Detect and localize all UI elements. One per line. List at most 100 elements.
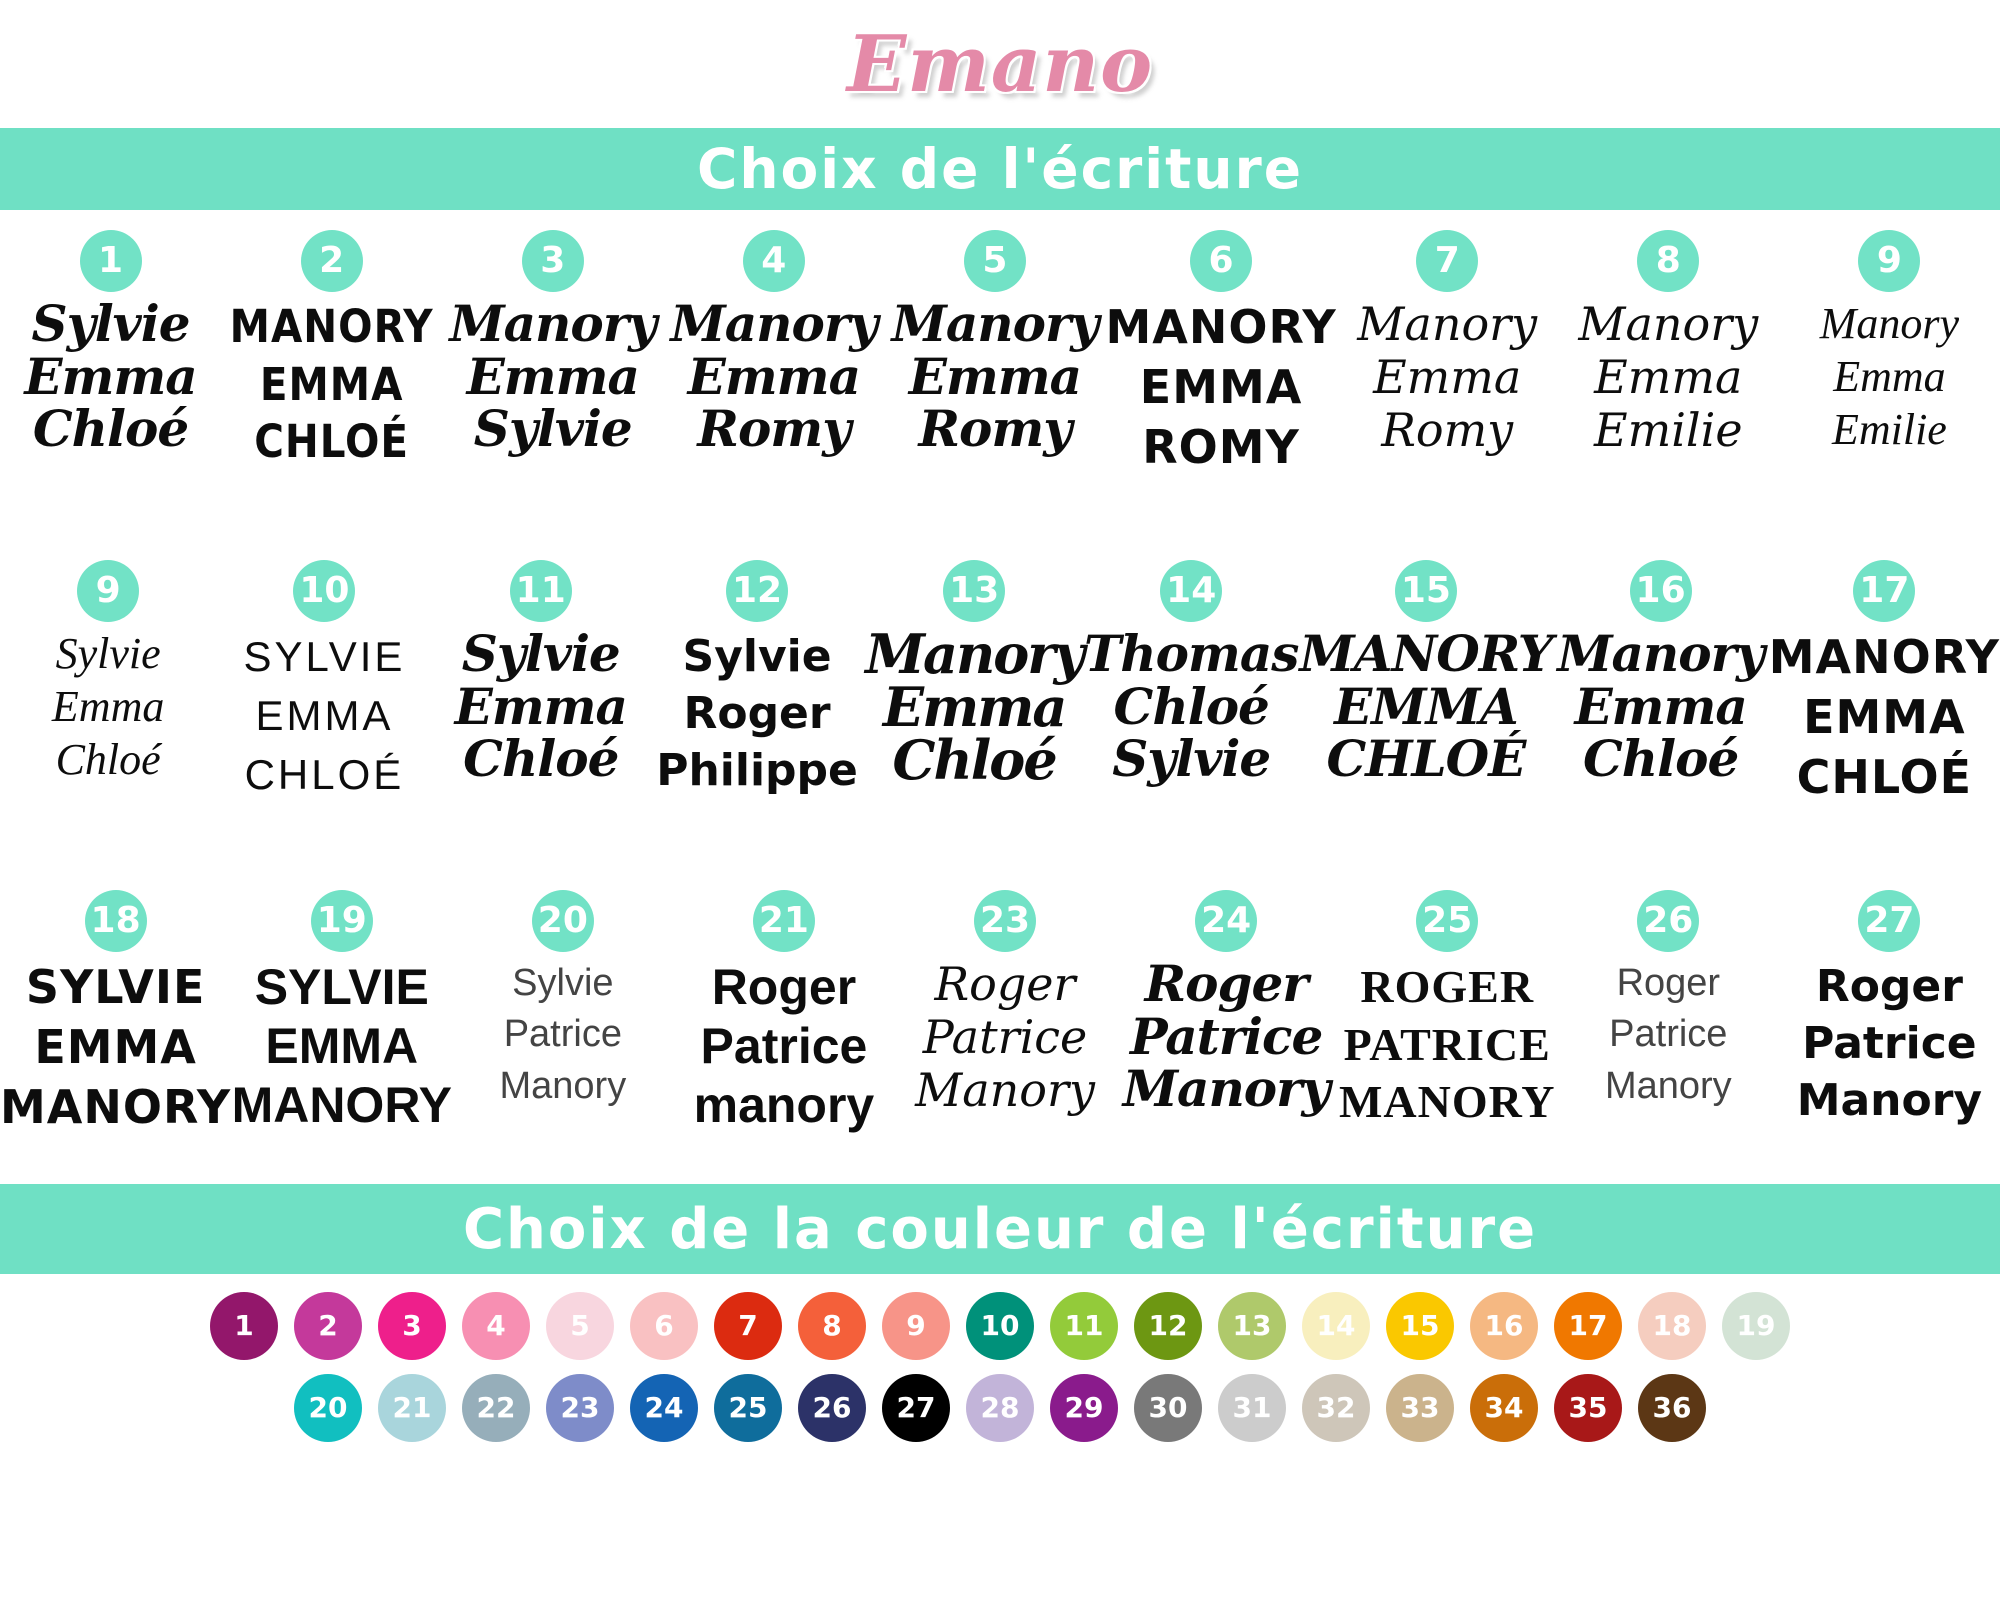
font-option-12[interactable]: 12 Sylvie Roger Philippe [649,550,865,800]
color-swatch-23[interactable]: 23 [546,1374,614,1442]
font-sample-line: SYLVIE [25,960,206,1014]
color-swatch-17[interactable]: 17 [1554,1292,1622,1360]
color-swatch-9[interactable]: 9 [882,1292,950,1360]
font-option-11[interactable]: 11 Sylvie Emma Chloé [433,550,649,786]
color-swatch-14[interactable]: 14 [1302,1292,1370,1360]
color-swatch-33[interactable]: 33 [1386,1374,1454,1442]
font-option-number-badge: 26 [1637,890,1700,952]
font-sample-line: EMMA [1803,689,1966,744]
font-option-19[interactable]: 19 SYLVIE EMMA MANORY [231,880,452,1135]
font-sample-line: Emma [687,346,861,406]
font-sample-line: CHLOÉ [254,415,410,469]
font-option-20[interactable]: 20 Sylvie Patrice Manory [452,880,673,1112]
font-option-number-badge: 23 [974,890,1037,952]
font-option-sample: SYLVIE EMMA MANORY [232,958,452,1135]
font-option-15[interactable]: 15 MANORY EMMA CHLOÉ [1299,550,1553,786]
font-sample-line: Roger [1616,962,1721,1004]
font-sample-line: MANORY [1105,300,1337,354]
color-swatch-25[interactable]: 25 [714,1374,782,1442]
color-swatch-5[interactable]: 5 [546,1292,614,1360]
font-option-number-badge: 9 [1858,230,1921,292]
color-swatch-34[interactable]: 34 [1470,1374,1538,1442]
color-swatch-2[interactable]: 2 [294,1292,362,1360]
font-sample-line: manory [693,1077,875,1133]
font-option-9[interactable]: 9 Sylvie Emma Chloé [0,550,216,786]
font-option-8[interactable]: 8 Manory Emma Emilie [1558,220,1779,457]
font-sample-line: Romy [1381,402,1514,457]
font-sample-line: Sylvie [473,399,633,458]
color-swatch-20[interactable]: 20 [294,1374,362,1442]
color-swatch-7[interactable]: 7 [714,1292,782,1360]
font-option-7[interactable]: 7 Manory Emma Romy [1337,220,1558,457]
font-option-16[interactable]: 16 Manory Emma Chloé [1552,550,1768,786]
font-sample-line: Manory [670,294,878,353]
font-option-24[interactable]: 24 Roger Patrice Manory [1116,880,1337,1116]
color-swatch-21[interactable]: 21 [378,1374,446,1442]
font-option-1[interactable]: 1 Sylvie Emma Chloé [0,220,221,456]
font-option-14[interactable]: 14 Thomas Chloé Sylvie [1083,550,1299,786]
color-swatch-6[interactable]: 6 [630,1292,698,1360]
font-option-sample: Sylvie Emma Chloé [455,627,628,786]
font-sample-line: Patrice [700,1018,868,1074]
font-option-number-badge: 9 [77,560,140,622]
font-option-sample: MANORY EMMA CHLOÉ [1769,628,2000,807]
font-sample-line: Roger [1144,954,1309,1013]
font-sample-line: Chloé [1582,729,1739,788]
font-option-5[interactable]: 5 Manory Emma Romy [884,220,1105,456]
color-swatch-10[interactable]: 10 [966,1292,1034,1360]
font-sample-line: Emma [1574,676,1747,736]
font-sample-line: Roger [711,959,857,1015]
font-sample-line: Roger [934,957,1076,1011]
font-option-10[interactable]: 10 SYLVIE EMMA CHLOÉ [216,550,432,804]
font-option-27[interactable]: 27 Roger Patrice Manory [1779,880,2000,1130]
color-swatch-13[interactable]: 13 [1218,1292,1286,1360]
color-swatch-31[interactable]: 31 [1218,1374,1286,1442]
color-swatch-19[interactable]: 19 [1722,1292,1790,1360]
font-sample-line: Manory [891,294,1100,353]
color-swatch-35[interactable]: 35 [1554,1374,1622,1442]
font-option-26[interactable]: 26 Roger Patrice Manory [1558,880,1779,1112]
color-swatch-22[interactable]: 22 [462,1374,530,1442]
color-swatch-18[interactable]: 18 [1638,1292,1706,1360]
font-option-number-badge: 6 [1190,230,1253,292]
color-swatch-36[interactable]: 36 [1638,1374,1706,1442]
color-swatch-29[interactable]: 29 [1050,1374,1118,1442]
font-option-number-badge: 21 [752,890,815,952]
font-option-4[interactable]: 4 Manory Emma Romy [663,220,884,456]
font-option-sample: Sylvie Emma Chloé [52,628,164,786]
font-option-6[interactable]: 6 MANORY EMMA ROMY [1105,220,1336,477]
color-swatch-27[interactable]: 27 [882,1374,950,1442]
color-swatch-12[interactable]: 12 [1134,1292,1202,1360]
font-option-sample: Manory Emma Romy [1357,298,1537,457]
color-swatch-28[interactable]: 28 [966,1374,1034,1442]
color-swatch-11[interactable]: 11 [1050,1292,1118,1360]
font-option-number-badge: 7 [1416,230,1479,292]
font-option-3[interactable]: 3 Manory Emma Sylvie [442,220,663,456]
font-option-9[interactable]: 9 Manory Emma Emilie [1779,220,2000,456]
font-sample-line: Romy [697,399,851,458]
font-option-sample: Sylvie Roger Philippe [656,628,858,800]
font-option-23[interactable]: 23 Roger Patrice Manory [894,880,1115,1117]
color-swatch-32[interactable]: 32 [1302,1374,1370,1442]
font-option-18[interactable]: 18 SYLVIE EMMA MANORY [0,880,231,1137]
font-option-2[interactable]: 2 MANORY EMMA CHLOÉ [221,220,442,471]
font-option-17[interactable]: 17 MANORY EMMA CHLOÉ [1769,550,2000,807]
color-swatch-4[interactable]: 4 [462,1292,530,1360]
color-swatch-16[interactable]: 16 [1470,1292,1538,1360]
color-swatch-15[interactable]: 15 [1386,1292,1454,1360]
font-sample-line: Emma [51,681,165,731]
font-option-sample: Manory Emma Emilie [1820,298,1959,456]
color-swatch-3[interactable]: 3 [378,1292,446,1360]
font-choices-grid: 1 Sylvie Emma Chloé 2 MANORY EMMA CHLOÉ 3 Manory E… [0,210,2000,1184]
color-swatch-24[interactable]: 24 [630,1374,698,1442]
font-option-number-badge: 18 [84,890,147,952]
color-swatch-8[interactable]: 8 [798,1292,866,1360]
color-swatch-1[interactable]: 1 [210,1292,278,1360]
font-option-25[interactable]: 25 ROGER PATRICE MANORY [1337,880,1558,1131]
color-swatch-26[interactable]: 26 [798,1374,866,1442]
color-swatch-30[interactable]: 30 [1134,1374,1202,1442]
font-option-13[interactable]: 13 Manory Emma Chloé [865,550,1085,787]
font-option-21[interactable]: 21 Roger Patrice manory [673,880,894,1135]
font-option-number-badge: 20 [531,890,594,952]
